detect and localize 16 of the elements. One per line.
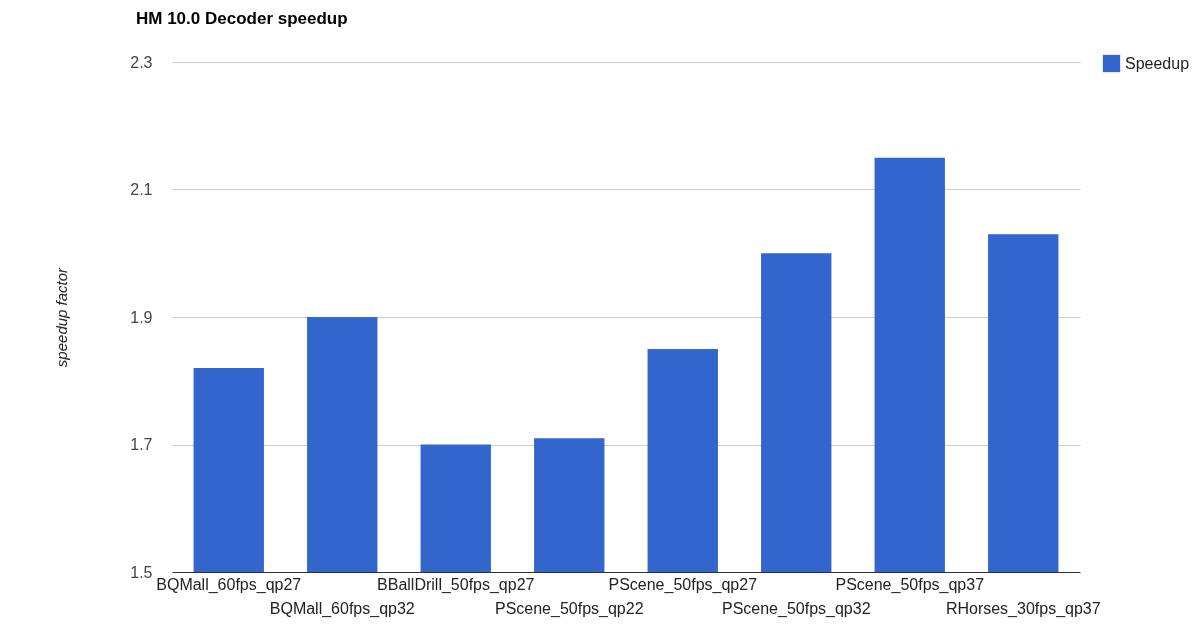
x-tick-label: PScene_50fps_qp37 — [835, 575, 985, 594]
y-axis-title: speedup factor — [53, 266, 71, 368]
y-tick-label: 2.3 — [130, 53, 153, 71]
x-tick-label: BQMall_60fps_qp27 — [156, 575, 302, 594]
legend-label: Speedup — [1125, 54, 1190, 72]
x-tick-label: PScene_50fps_qp32 — [721, 599, 871, 618]
y-tick-label: 2.1 — [130, 181, 153, 198]
x-tick-label: PScene_50fps_qp22 — [494, 599, 644, 618]
y-tick-label: 1.5 — [130, 563, 153, 581]
x-tick-label: BQMall_60fps_qp32 — [269, 599, 415, 618]
x-tick-label: RHorses_30fps_qp37 — [945, 599, 1101, 618]
x-tick-label: PScene_50fps_qp27 — [608, 575, 758, 594]
y-tick-label: 1.9 — [130, 308, 153, 326]
y-tick-label: 1.7 — [130, 436, 153, 453]
x-tick-label: BBallDrill_50fps_qp27 — [377, 575, 535, 594]
chart-title: HM 10.0 Decoder speedup — [136, 9, 348, 28]
